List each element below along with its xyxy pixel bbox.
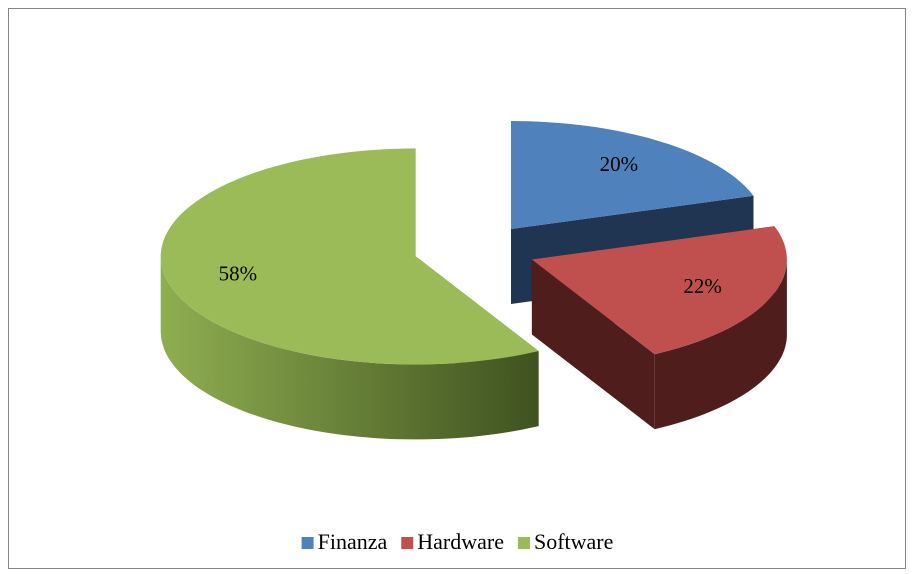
data-label: 20% [600,152,639,176]
legend-label: Finanza [318,529,388,554]
legend-label: Hardware [417,529,504,554]
legend-swatch [401,537,414,549]
slice-wall [531,259,655,430]
slice [160,148,539,365]
legend-label: Software [534,529,613,554]
slice [511,121,754,229]
legend-swatch [301,537,314,549]
data-label: 58% [219,262,258,286]
legend: Finanza Hardware Software [301,529,613,554]
slice-side [654,259,787,430]
slice-side [160,256,539,440]
legend-swatch [517,537,530,549]
slice [531,226,787,355]
pie: 20% 22% 58% [160,121,787,440]
data-label: 22% [683,274,722,298]
